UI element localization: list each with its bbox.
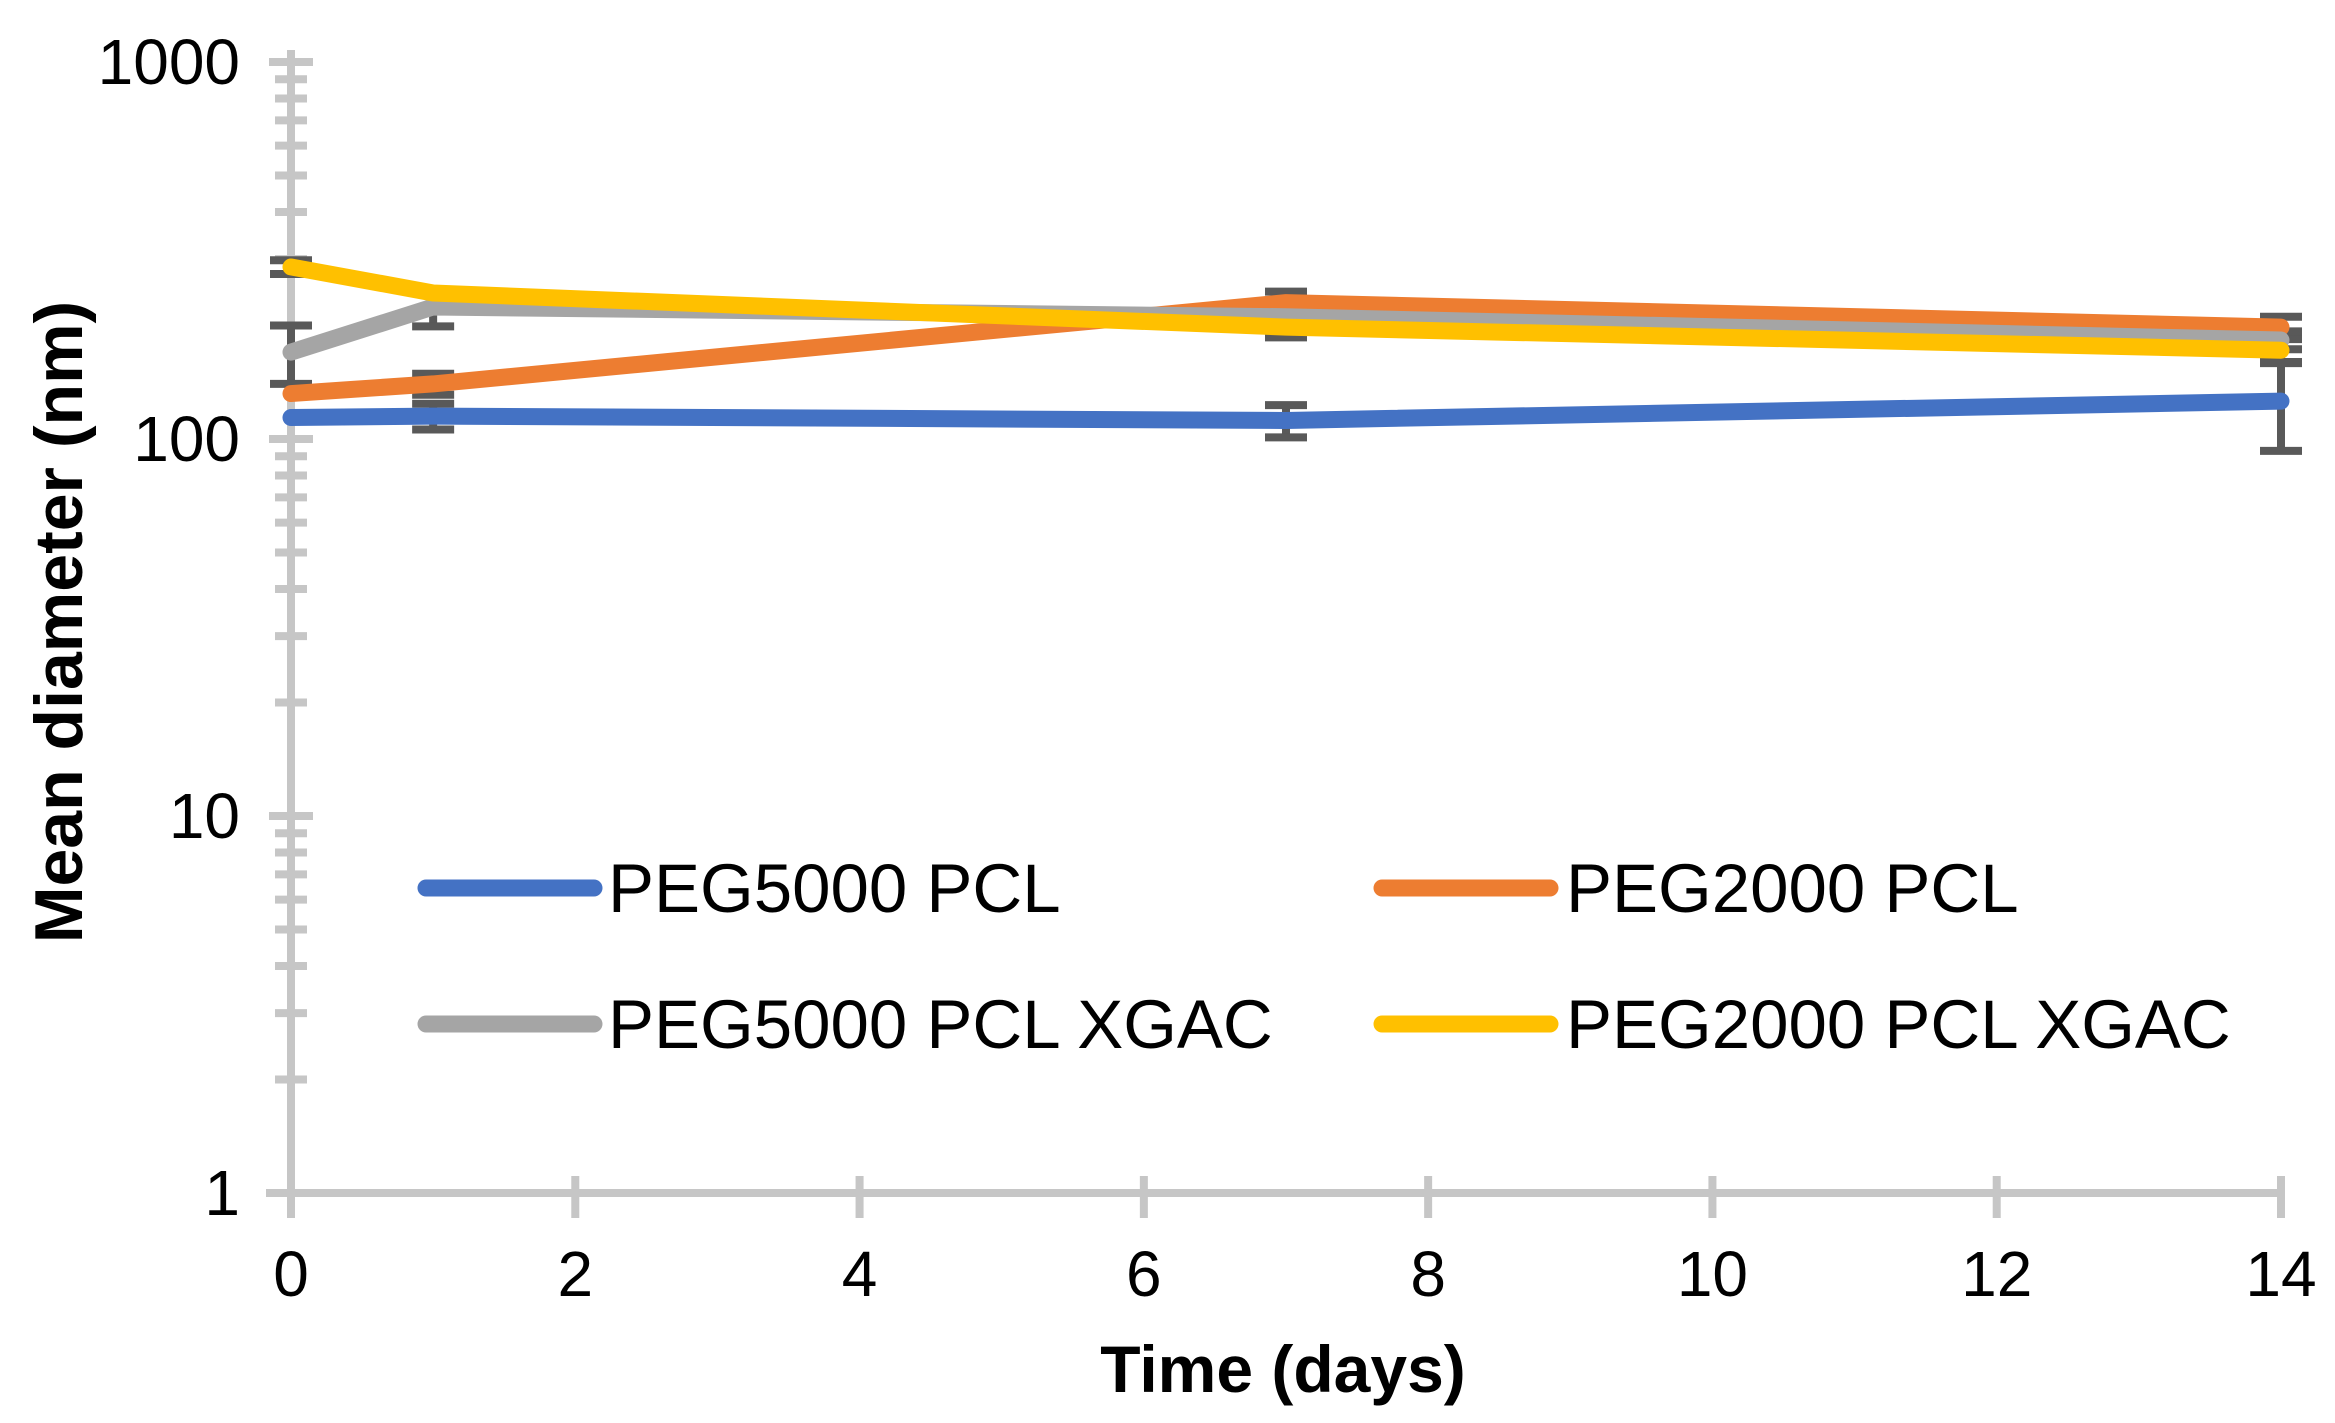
x-tick-label-6: 6 [1126, 1238, 1162, 1310]
x-tick-label-10: 10 [1677, 1238, 1748, 1310]
y-tick-label-100: 100 [133, 403, 240, 475]
x-tick-label-12: 12 [1961, 1238, 2032, 1310]
legend-item-peg5000-pcl: PEG5000 PCL [417, 850, 1061, 927]
series-line-peg2000-pcl [282, 294, 2290, 403]
x-tick-label-8: 8 [1410, 1238, 1446, 1310]
x-tick-label-4: 4 [842, 1238, 878, 1310]
legend-layer: PEG5000 PCL PEG2000 PCL PEG5000 PCL XGAC PE… [417, 850, 2231, 1063]
legend-item-peg2000-pcl-xgac: PEG2000 PCL XGAC [1373, 986, 2231, 1063]
legend-label-peg2000-pcl-xgac: PEG2000 PCL XGAC [1566, 986, 2231, 1063]
x-axis-title: Time (days) [1100, 1332, 1466, 1406]
x-tick-label-2: 2 [557, 1238, 593, 1310]
legend-label-peg2000-pcl: PEG2000 PCL [1566, 850, 2019, 927]
y-tick-label-1000: 1000 [98, 26, 240, 98]
legend-item-peg5000-pcl-xgac: PEG5000 PCL XGAC [417, 986, 1273, 1063]
legend-label-peg5000-pcl: PEG5000 PCL [608, 850, 1061, 927]
axis-titles-layer: Time (days) Mean diameter (nm) [21, 301, 1466, 1406]
tick-labels-layer: 1 10 100 1000 0 2 4 6 8 10 12 14 [98, 26, 2317, 1310]
legend-item-peg2000-pcl: PEG2000 PCL [1373, 850, 2019, 927]
axes-layer [266, 50, 2281, 1197]
y-tick-label-10: 10 [169, 780, 240, 852]
x-tick-label-0: 0 [273, 1238, 309, 1310]
legend-label-peg5000-pcl-xgac: PEG5000 PCL XGAC [608, 986, 1273, 1063]
series-layer [282, 258, 2290, 429]
series-line-peg2000-pcl-xgac [282, 258, 2290, 359]
x-tick-label-14: 14 [2245, 1238, 2316, 1310]
y-tick-label-1: 1 [204, 1157, 240, 1229]
y-axis-title: Mean diameter (nm) [21, 301, 97, 943]
series-line-peg5000-pcl [282, 392, 2290, 429]
